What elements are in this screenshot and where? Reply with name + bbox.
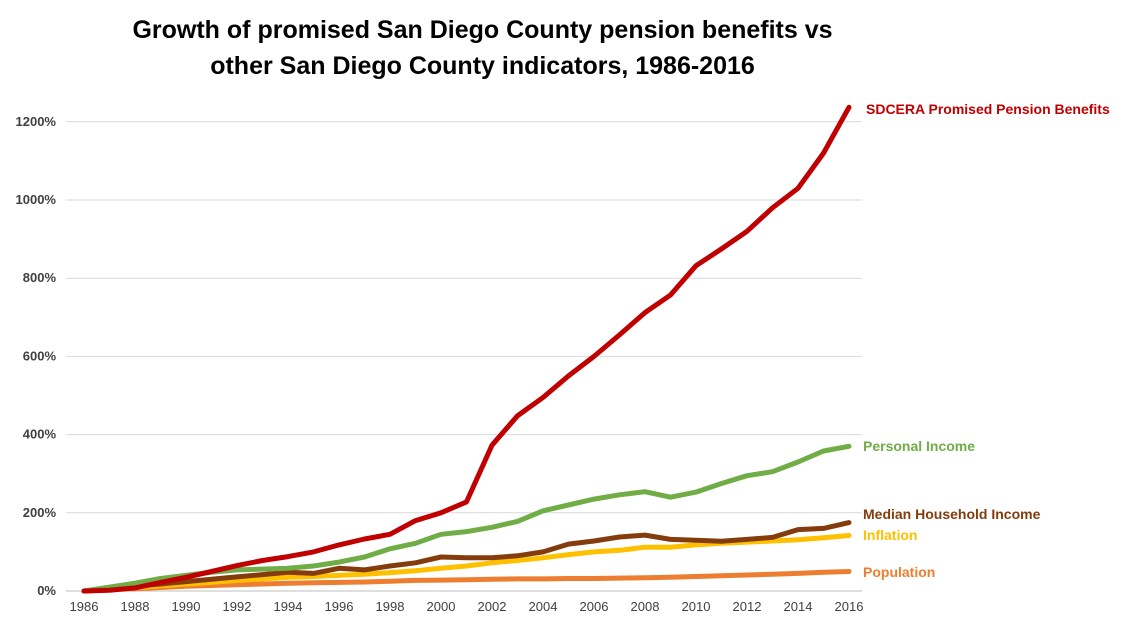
chart-title-line-1: Growth of promised San Diego County pens…: [132, 16, 833, 44]
x-tick-label: 2004: [529, 599, 558, 614]
y-tick-label: 400%: [23, 427, 57, 442]
series-label-sdcera-promised-pension-benefits: SDCERA Promised Pension Benefits: [866, 101, 1110, 117]
series-line-personal-income: [81, 443, 852, 594]
y-tick-label: 1000%: [16, 192, 57, 207]
series-labels: Population Inflation Median Household Inco…: [863, 101, 1110, 580]
x-tick-label: 1988: [121, 599, 150, 614]
x-tick-label: 2010: [682, 599, 711, 614]
x-tick-label: 2012: [733, 599, 762, 614]
series-label-median-household-income: Median Household Income: [863, 506, 1041, 522]
x-tick-label: 2016: [835, 599, 864, 614]
x-tick-label: 1998: [376, 599, 405, 614]
x-tick-label: 2000: [427, 599, 456, 614]
x-axis-ticks: 1986 1988 1990 1992 1994 1996 1998 2000 2002 2004…: [70, 599, 864, 614]
x-tick-label: 1996: [325, 599, 354, 614]
y-tick-label: 600%: [23, 348, 57, 363]
series-lines: [81, 104, 852, 594]
series-label-inflation: Inflation: [863, 527, 917, 543]
series-label-population: Population: [863, 564, 935, 580]
x-tick-label: 2014: [784, 599, 813, 614]
chart-title-line-2: other San Diego County indicators, 1986-…: [210, 52, 755, 80]
series-label-personal-income: Personal Income: [863, 438, 975, 454]
y-tick-label: 800%: [23, 270, 57, 285]
y-tick-label: 1200%: [16, 114, 57, 129]
x-tick-label: 1994: [274, 599, 303, 614]
y-tick-label: 200%: [23, 505, 57, 520]
x-tick-label: 1990: [172, 599, 201, 614]
x-tick-label: 2008: [631, 599, 660, 614]
series-line-median-household-income: [81, 520, 852, 594]
chart-title: Growth of promised San Diego County pens…: [0, 12, 965, 84]
gridlines: [66, 121, 862, 592]
series-line-sdcera-promised-pension-benefits: [81, 104, 852, 594]
y-tick-label: 0%: [37, 583, 56, 598]
x-tick-label: 1992: [223, 599, 252, 614]
x-tick-label: 2002: [478, 599, 507, 614]
series-line-population: [81, 569, 852, 594]
y-axis-ticks: 0% 200% 400% 600% 800% 1000% 1200%: [16, 114, 57, 598]
x-tick-label: 1986: [70, 599, 99, 614]
x-tick-label: 2006: [580, 599, 609, 614]
